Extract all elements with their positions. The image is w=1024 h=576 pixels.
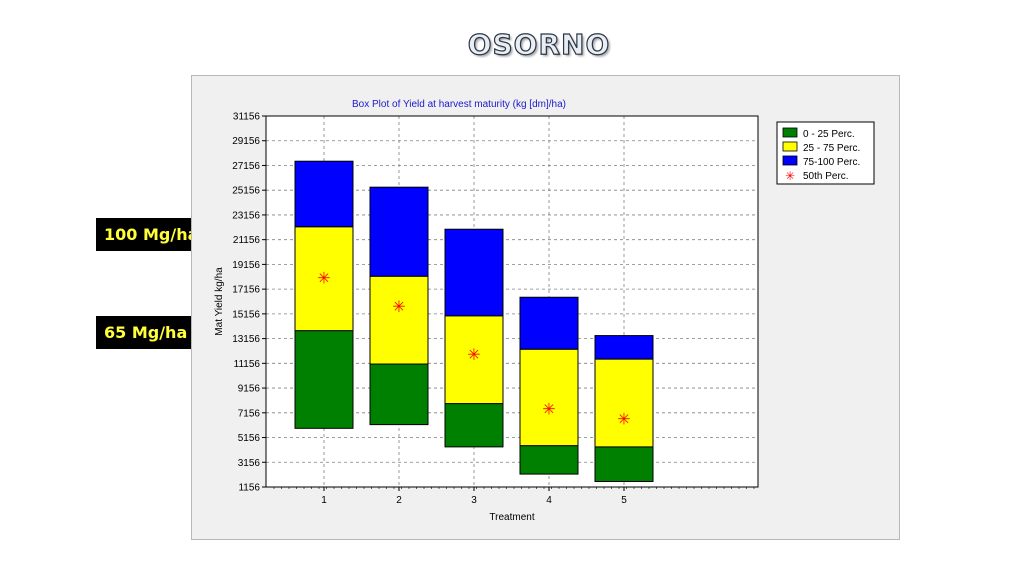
legend-swatch — [782, 141, 798, 152]
legend-label: 0 - 25 Perc. — [803, 129, 855, 140]
box-treatment-4: ✳ — [519, 296, 579, 475]
y-tick-label: 3156 — [238, 458, 261, 469]
box-treatment-1: ✳ — [294, 160, 354, 429]
y-tick-label: 15156 — [232, 309, 260, 320]
y-tick-label: 9156 — [238, 384, 261, 395]
box-segment-25-75 — [369, 275, 429, 365]
legend: 0 - 25 Perc. 25 - 75 Perc. 75-100 Perc. ✳ 50… — [776, 121, 875, 185]
box-treatment-2: ✳ — [369, 186, 429, 426]
y-tick-label: 1156 — [238, 483, 260, 494]
chart-title: Box Plot of Yield at harvest maturity (k… — [352, 99, 566, 110]
box-treatment-5: ✳ — [594, 335, 654, 483]
y-axis-title: Mat Yield kg/ha — [214, 267, 225, 336]
median-marker: ✳ — [392, 297, 405, 316]
y-tick-label: 21156 — [233, 235, 261, 246]
box-segment-75-100 — [294, 160, 354, 228]
y-axis: 1156 3156 5156 7156 9156 11156 13156 15156 17156… — [232, 112, 266, 494]
box-plot-chart: Box Plot of Yield at harvest maturity (k… — [214, 99, 875, 523]
x-axis: 1 2 3 4 5 — [273, 487, 755, 506]
slide-title: OSORNO — [467, 27, 611, 61]
x-tick-label: 2 — [396, 495, 402, 506]
box-segment-0-25 — [519, 445, 579, 475]
box-segment-75-100 — [519, 296, 579, 350]
box-segment-0-25 — [369, 363, 429, 426]
x-axis-title: Treatment — [489, 512, 534, 523]
x-tick-label: 5 — [621, 495, 627, 506]
y-tick-label: 19156 — [232, 260, 260, 271]
y-tick-label: 13156 — [232, 334, 260, 345]
plot-border — [265, 115, 759, 488]
legend-box — [776, 121, 875, 185]
median-marker: ✳ — [617, 409, 630, 428]
median-marker: ✳ — [317, 268, 330, 287]
box-segment-0-25 — [594, 446, 654, 483]
y-tick-label: 23156 — [232, 210, 260, 221]
annotation-65-mg-ha: 65 Mg/ha — [96, 316, 208, 349]
annotation-100-mg-ha: 100 Mg/ha — [96, 218, 208, 251]
y-tick-label: 25156 — [232, 186, 260, 197]
box-segment-25-75 — [519, 348, 579, 447]
median-marker: ✳ — [467, 345, 480, 364]
y-tick-label: 5156 — [238, 433, 261, 444]
chart-panel: Box Plot of Yield at harvest maturity (k… — [191, 75, 900, 540]
y-tick-label: 29156 — [232, 136, 260, 147]
box-treatment-3: ✳ — [444, 228, 504, 448]
legend-swatch — [782, 127, 798, 138]
legend-label: 25 - 75 Perc. — [803, 143, 860, 154]
legend-star-icon: ✳ — [785, 169, 795, 183]
y-tick-label: 11156 — [234, 359, 261, 370]
box-segment-0-25 — [294, 330, 354, 429]
y-tick-label: 27156 — [232, 161, 260, 172]
y-tick-label: 7156 — [238, 408, 261, 419]
box-segment-25-75 — [444, 315, 504, 405]
box-segment-0-25 — [444, 403, 504, 448]
box-segment-75-100 — [594, 335, 654, 360]
x-tick-label: 4 — [546, 495, 552, 506]
box-segment-75-100 — [444, 228, 504, 317]
box-segment-25-75 — [294, 226, 354, 332]
box-segment-75-100 — [369, 186, 429, 277]
x-tick-label: 1 — [321, 495, 327, 506]
y-tick-label: 31156 — [233, 112, 261, 123]
legend-label: 50th Perc. — [803, 171, 849, 182]
y-tick-label: 17156 — [232, 285, 260, 296]
boxes: ✳ ✳ ✳ ✳ ✳ — [294, 160, 654, 483]
median-marker: ✳ — [542, 400, 555, 419]
legend-label: 75-100 Perc. — [803, 157, 860, 168]
legend-swatch — [782, 155, 798, 166]
box-segment-25-75 — [594, 358, 654, 448]
x-tick-label: 3 — [471, 495, 477, 506]
